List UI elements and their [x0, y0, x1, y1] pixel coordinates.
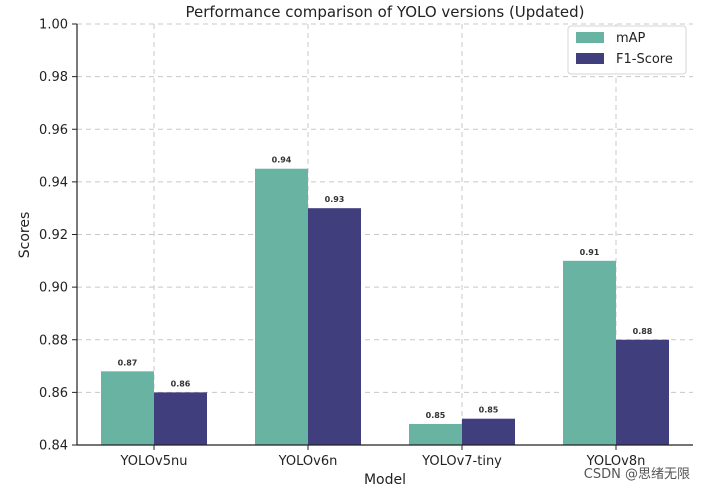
legend-label: mAP [616, 31, 646, 46]
bar-value-label: 0.88 [633, 327, 653, 336]
y-tick-label: 1.00 [39, 18, 68, 33]
tick-labels: 0.84 0.86 0.88 0.90 0.92 0.94 0.96 0.98 1.00 YOLO… [39, 18, 645, 470]
y-tick-label: 0.94 [39, 175, 68, 190]
x-tick-label: YOLOv5nu [120, 454, 188, 469]
bar-value-label: 0.91 [580, 248, 600, 257]
y-tick-label: 0.92 [39, 228, 68, 243]
y-tick-label: 0.98 [39, 70, 68, 85]
x-tick-label: YOLOv6n [278, 454, 338, 469]
y-tick-label: 0.90 [39, 281, 68, 296]
bar-map-yolov6n [255, 168, 308, 445]
axes [72, 23, 693, 450]
x-tick-label: YOLOv7-tiny [421, 454, 502, 469]
x-axis-label: Model [364, 472, 406, 488]
bar-value-label: 0.85 [479, 406, 499, 415]
y-tick-label: 0.88 [39, 333, 68, 348]
data-labels: 0.87 0.94 0.85 0.91 0.86 0.93 0.85 0.88 [118, 156, 653, 420]
bar-value-label: 0.85 [426, 411, 446, 420]
legend-swatch [576, 53, 604, 64]
bar-value-label: 0.93 [325, 195, 345, 204]
watermark-text: CSDN @思绪无限 [584, 467, 690, 482]
y-tick-label: 0.84 [39, 439, 68, 454]
y-tick-label: 0.96 [39, 123, 68, 138]
bar-map-yolov7-tiny [409, 423, 462, 445]
bar-f1-score-yolov7-tiny [462, 418, 515, 445]
legend-label: F1-Score [616, 52, 673, 67]
legend-swatch [576, 32, 604, 43]
bar-f1-score-yolov5nu [154, 392, 207, 445]
x-tick-label: YOLOv8n [586, 454, 646, 469]
bar-map-yolov5nu [101, 371, 154, 445]
bar-value-label: 0.87 [118, 358, 138, 367]
chart-title: Performance comparison of YOLO versions … [185, 3, 584, 21]
bar-f1-score-yolov6n [308, 208, 361, 445]
legend: mAP F1-Score [567, 25, 687, 75]
bar-f1-score-yolov8n [616, 339, 669, 445]
y-axis-label: Scores [17, 212, 33, 259]
bar-map-yolov8n [563, 260, 616, 445]
bars [101, 168, 669, 445]
bar-value-label: 0.94 [272, 156, 292, 165]
y-tick-label: 0.86 [39, 386, 68, 401]
bar-value-label: 0.86 [171, 379, 191, 388]
